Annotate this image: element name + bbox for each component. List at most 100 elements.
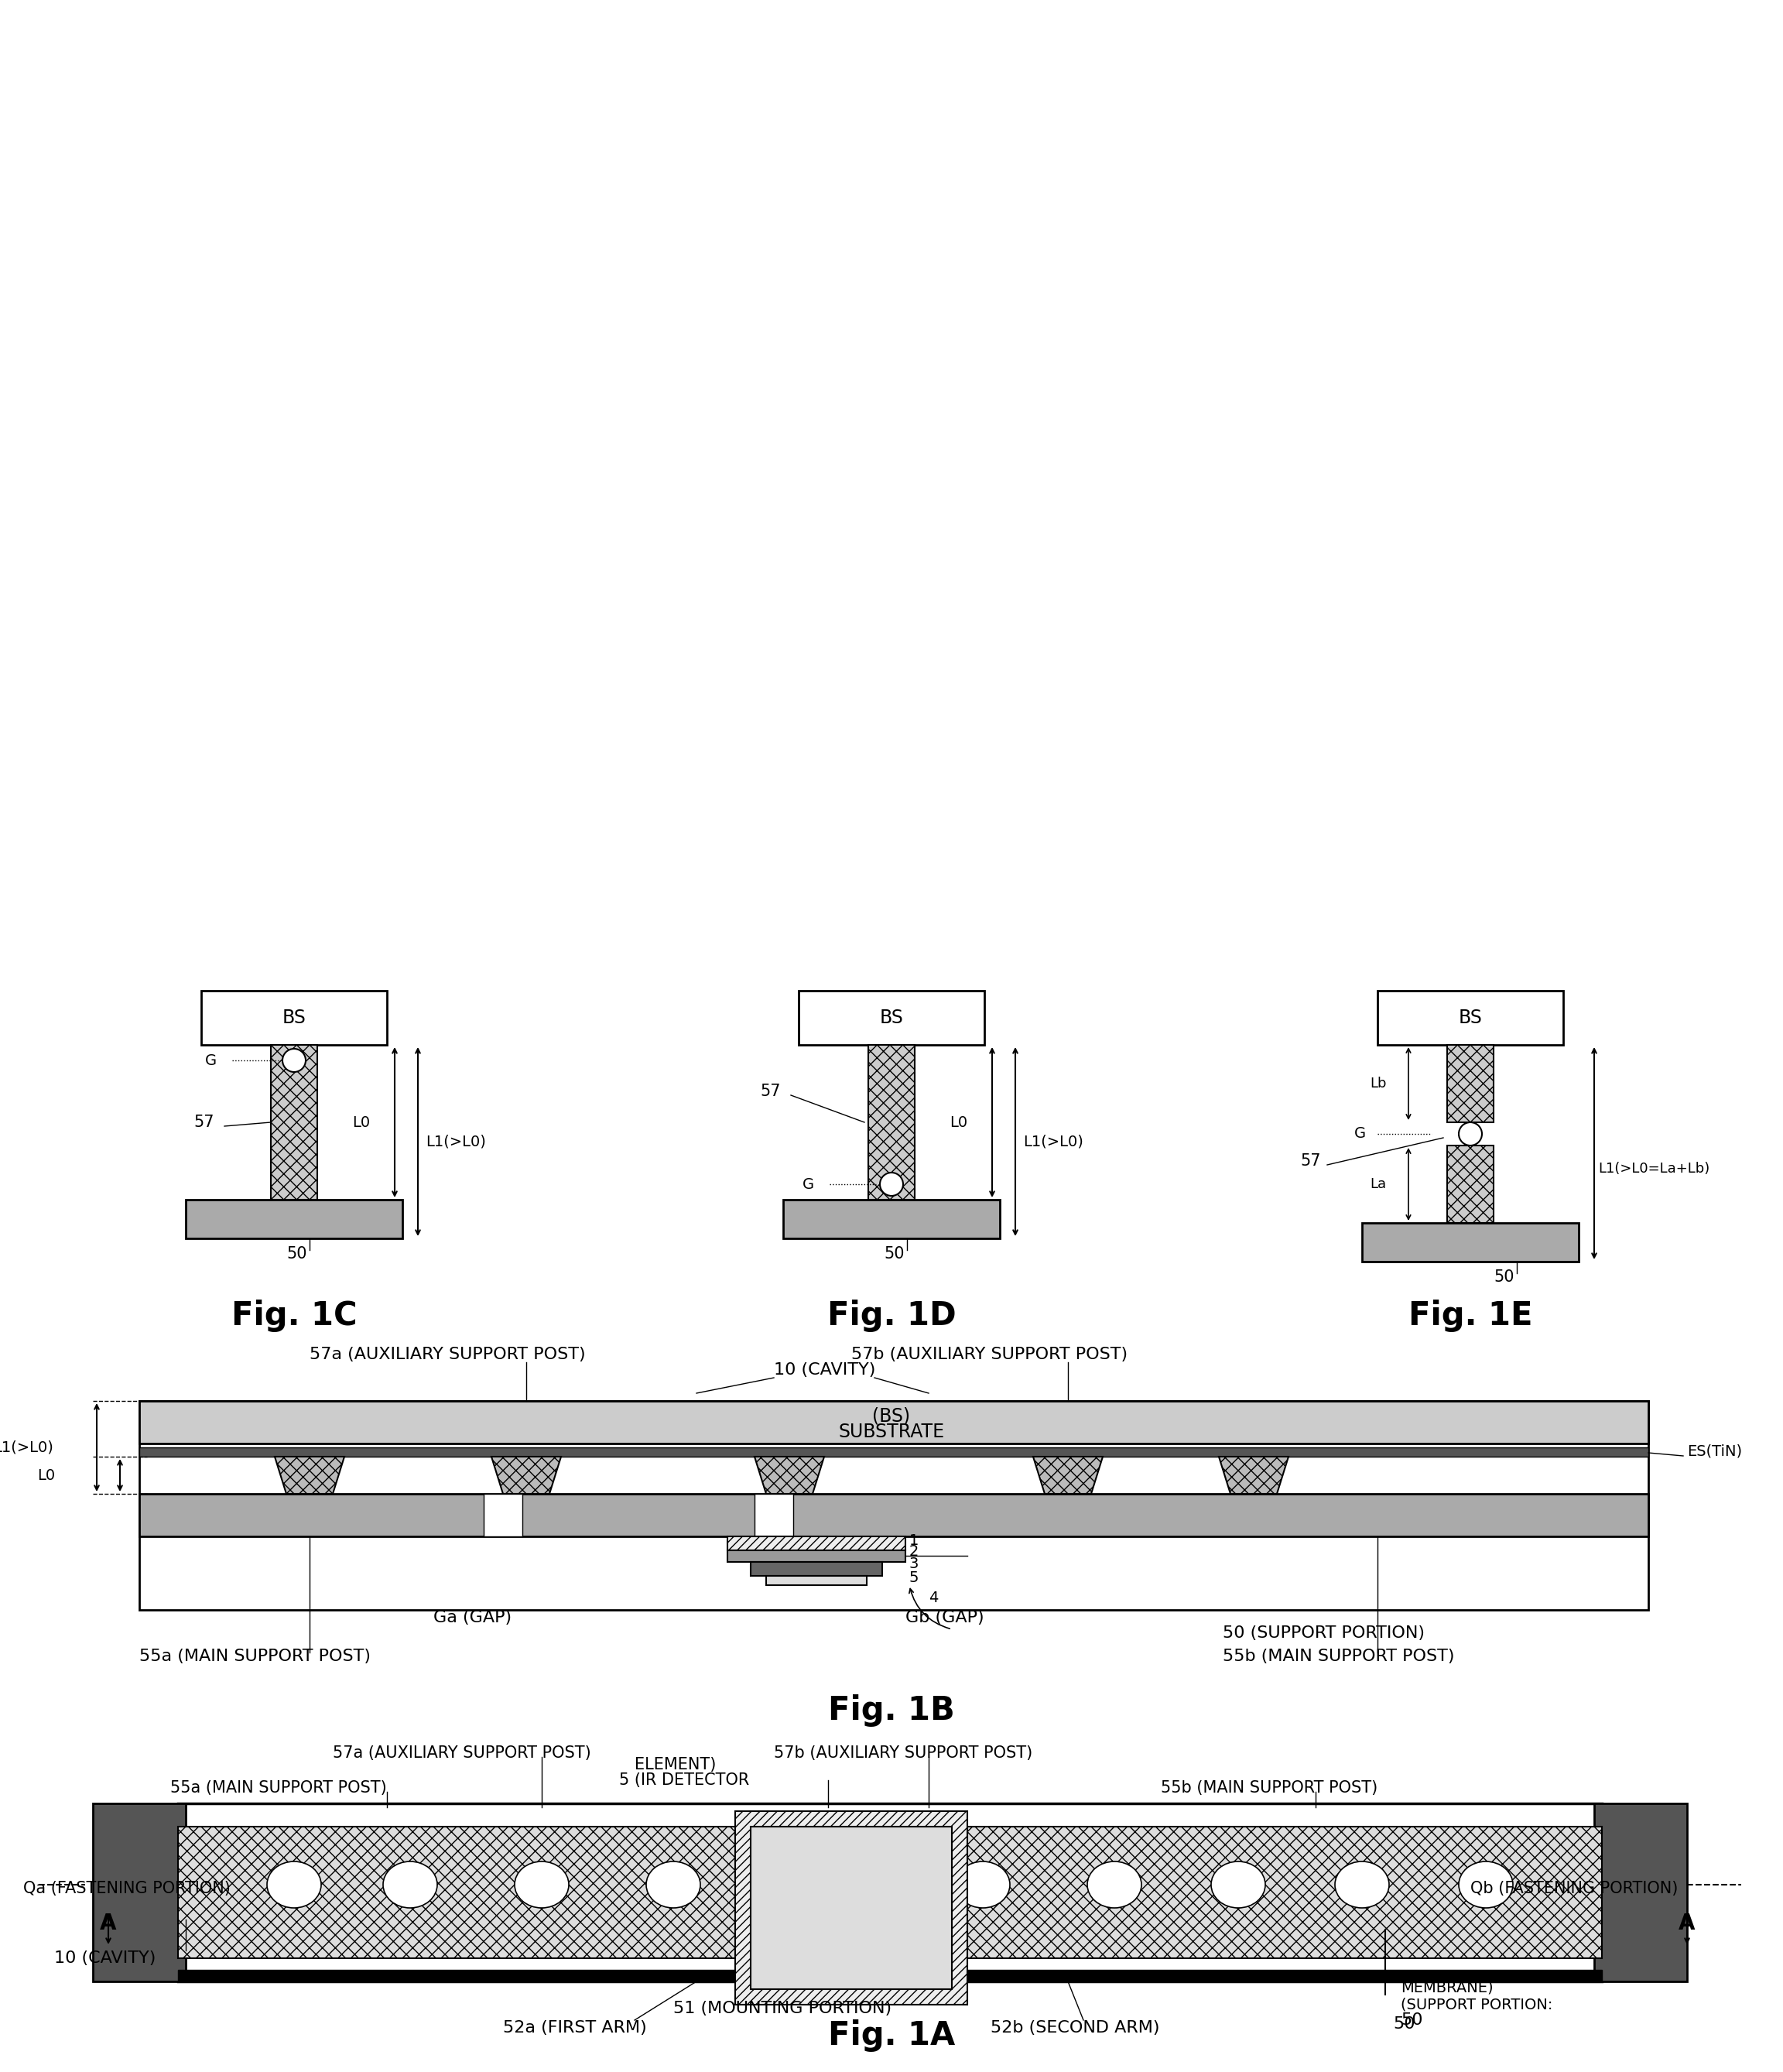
Text: (SUPPORT PORTION:: (SUPPORT PORTION: [1401, 1997, 1553, 2012]
Text: L1(>L0): L1(>L0) [426, 1133, 487, 1150]
Text: L1(>L0): L1(>L0) [1023, 1133, 1084, 1150]
Text: 57b (AUXILIARY SUPPORT POST): 57b (AUXILIARY SUPPORT POST) [850, 1347, 1127, 1361]
Text: 57: 57 [760, 1084, 781, 1098]
Bar [1378, 990, 1564, 1044]
Text: 52b (SECOND ARM): 52b (SECOND ARM) [991, 2020, 1159, 2035]
Text: G: G [1355, 1127, 1366, 1142]
Bar [139, 1494, 1647, 1537]
Text: 3: 3 [909, 1556, 918, 1571]
Bar [1594, 1803, 1687, 1981]
Text: G: G [802, 1177, 815, 1191]
Ellipse shape [645, 1861, 701, 1908]
Text: 2: 2 [909, 1544, 918, 1560]
Bar [93, 1803, 185, 1981]
Polygon shape [754, 1457, 824, 1494]
Bar [767, 1577, 867, 1585]
Text: 57: 57 [194, 1115, 214, 1129]
Text: L0: L0 [37, 1467, 55, 1484]
Polygon shape [275, 1457, 344, 1494]
Text: L1(>L0): L1(>L0) [0, 1440, 53, 1455]
Text: 50: 50 [1494, 1270, 1514, 1285]
Text: Fig. 1C: Fig. 1C [232, 1299, 357, 1332]
Ellipse shape [956, 1861, 1009, 1908]
Text: La: La [1369, 1177, 1385, 1191]
Text: Ga (GAP): Ga (GAP) [433, 1610, 512, 1624]
Text: 52a (FIRST ARM): 52a (FIRST ARM) [503, 2020, 647, 2035]
Text: (BS): (BS) [872, 1407, 911, 1426]
Text: 57a (AUXILIARY SUPPORT POST): 57a (AUXILIARY SUPPORT POST) [310, 1347, 585, 1361]
Ellipse shape [267, 1861, 321, 1908]
Text: BS: BS [879, 1009, 904, 1028]
Text: Gb (GAP): Gb (GAP) [906, 1610, 984, 1624]
Text: 10 (CAVITY): 10 (CAVITY) [774, 1361, 875, 1378]
Bar [1448, 1146, 1494, 1222]
Polygon shape [1032, 1457, 1102, 1494]
Text: Qb (FASTENING PORTION): Qb (FASTENING PORTION) [1471, 1881, 1678, 1896]
Text: SUBSTRATE: SUBSTRATE [838, 1423, 945, 1442]
Text: 10 (CAVITY): 10 (CAVITY) [53, 1950, 155, 1966]
Bar [727, 1537, 906, 1550]
Text: 50: 50 [287, 1245, 307, 1262]
Text: Fig. 1B: Fig. 1B [827, 1695, 956, 1726]
Ellipse shape [1211, 1861, 1266, 1908]
Text: 57a (AUXILIARY SUPPORT POST): 57a (AUXILIARY SUPPORT POST) [333, 1745, 590, 1761]
Ellipse shape [1458, 1861, 1514, 1908]
Bar [483, 1494, 522, 1537]
Bar [201, 990, 387, 1044]
Bar [185, 1200, 403, 1239]
Text: 50: 50 [1401, 2012, 1423, 2028]
Text: 55a (MAIN SUPPORT POST): 55a (MAIN SUPPORT POST) [169, 1780, 387, 1796]
Circle shape [879, 1173, 904, 1196]
Ellipse shape [383, 1861, 437, 1908]
Text: A: A [1680, 1912, 1696, 1935]
Text: 5: 5 [909, 1571, 918, 1585]
Bar [178, 1828, 1601, 1958]
Text: L0: L0 [351, 1115, 371, 1129]
Text: Fig. 1A: Fig. 1A [827, 2020, 956, 2051]
Bar [799, 990, 984, 1044]
Text: G: G [205, 1053, 218, 1067]
Text: Fig. 1E: Fig. 1E [1409, 1299, 1532, 1332]
Text: Fig. 1D: Fig. 1D [827, 1299, 956, 1332]
Circle shape [1458, 1123, 1482, 1146]
Bar [139, 1401, 1647, 1444]
Ellipse shape [1088, 1861, 1141, 1908]
Bar [754, 1494, 793, 1537]
Polygon shape [1220, 1457, 1289, 1494]
Text: A: A [100, 1912, 116, 1935]
Text: 1: 1 [909, 1533, 918, 1548]
Text: L1(>L0=La+Lb): L1(>L0=La+Lb) [1598, 1162, 1710, 1175]
Text: 50 (SUPPORT PORTION): 50 (SUPPORT PORTION) [1223, 1624, 1425, 1641]
Circle shape [282, 1048, 305, 1071]
Bar [1448, 1044, 1494, 1123]
Text: 4: 4 [929, 1591, 938, 1606]
Text: L0: L0 [950, 1115, 968, 1129]
Ellipse shape [1335, 1861, 1389, 1908]
Text: 5 (IR DETECTOR: 5 (IR DETECTOR [619, 1772, 749, 1788]
Ellipse shape [515, 1861, 569, 1908]
Text: 55b (MAIN SUPPORT POST): 55b (MAIN SUPPORT POST) [1223, 1649, 1455, 1664]
Bar [271, 1044, 317, 1200]
Bar [783, 1200, 1000, 1239]
Text: 57b (AUXILIARY SUPPORT POST): 57b (AUXILIARY SUPPORT POST) [774, 1745, 1032, 1761]
Text: Qa (FASTENING PORTION): Qa (FASTENING PORTION) [23, 1881, 230, 1896]
Text: 55b (MAIN SUPPORT POST): 55b (MAIN SUPPORT POST) [1161, 1780, 1378, 1796]
Text: 51 (MOUNTING PORTION): 51 (MOUNTING PORTION) [674, 2002, 892, 2016]
Text: ELEMENT): ELEMENT) [635, 1757, 717, 1772]
Bar [178, 1803, 1601, 1981]
Ellipse shape [824, 1861, 879, 1908]
Bar [868, 1044, 915, 1200]
Bar [727, 1550, 906, 1562]
Text: 50: 50 [884, 1245, 904, 1262]
Bar [139, 1448, 1647, 1457]
Text: MEMBRANE): MEMBRANE) [1401, 1981, 1494, 1995]
Polygon shape [492, 1457, 562, 1494]
Bar [1362, 1222, 1578, 1262]
Text: 57: 57 [1300, 1154, 1321, 1169]
Text: Lb: Lb [1369, 1077, 1387, 1090]
Bar [735, 1811, 968, 2006]
Text: BS: BS [1458, 1009, 1482, 1028]
Bar [751, 1562, 883, 1577]
Text: 55a (MAIN SUPPORT POST): 55a (MAIN SUPPORT POST) [139, 1649, 371, 1664]
Text: 50: 50 [1393, 2016, 1416, 2033]
